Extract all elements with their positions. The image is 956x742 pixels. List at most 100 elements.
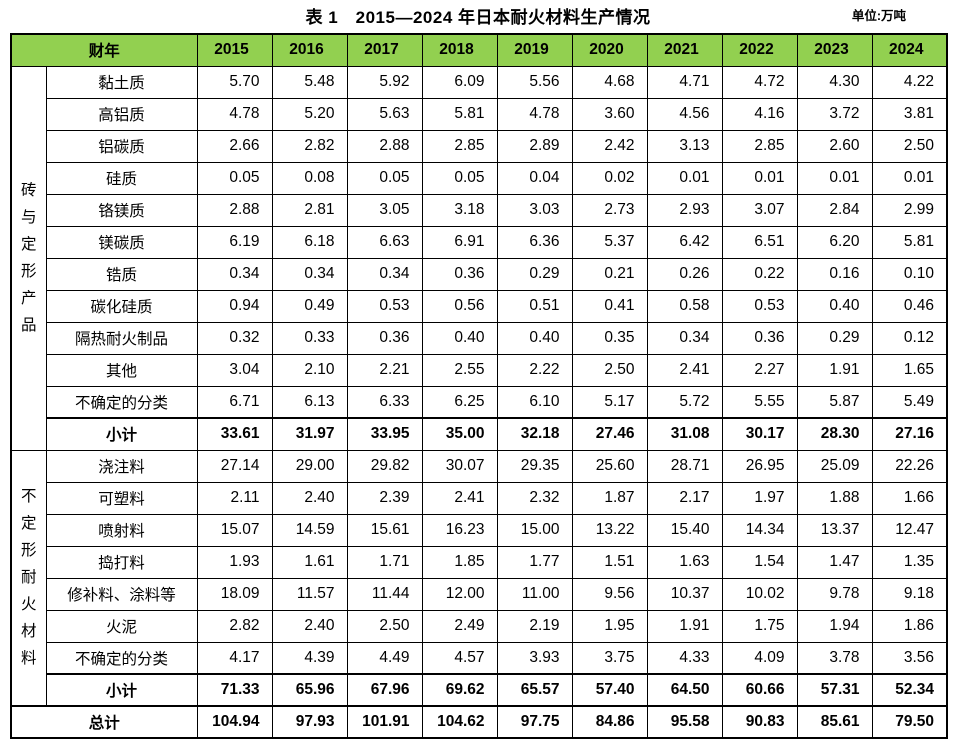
- subtotal-value-cell: 28.30: [796, 417, 873, 451]
- value-cell: 4.33: [646, 641, 723, 675]
- year-header-cell: 2018: [421, 33, 498, 67]
- value-cell: 6.51: [721, 225, 798, 259]
- row-label-cell: 高铝质: [45, 97, 198, 131]
- value-cell: 1.63: [646, 545, 723, 579]
- total-value-cell: 101.91: [346, 705, 423, 739]
- value-cell: 0.46: [871, 289, 948, 323]
- value-cell: 2.60: [796, 129, 873, 163]
- value-cell: 1.54: [721, 545, 798, 579]
- value-cell: 2.39: [346, 481, 423, 515]
- table-body: 砖与定形产品 黏土质 5.70 5.48 5.92 6.09 5.56 4.68 4.71 4.7…: [10, 65, 948, 739]
- value-cell: 5.63: [346, 97, 423, 131]
- total-value-cell: 85.61: [796, 705, 873, 739]
- value-cell: 4.57: [421, 641, 498, 675]
- value-cell: 13.37: [796, 513, 873, 547]
- value-cell: 4.71: [646, 65, 723, 99]
- total-value-cell: 90.83: [721, 705, 798, 739]
- row-label-cell: 浇注料: [45, 449, 198, 483]
- row-label-cell: 捣打料: [45, 545, 198, 579]
- table-row: 不确定的分类 6.71 6.13 6.33 6.25 6.10 5.17 5.72 5.55 5.…: [11, 385, 948, 419]
- value-cell: 2.17: [646, 481, 723, 515]
- total-value-cell: 95.58: [646, 705, 723, 739]
- value-cell: 0.12: [871, 321, 948, 355]
- year-header-cell: 2021: [646, 33, 723, 67]
- value-cell: 11.44: [346, 577, 423, 611]
- table-row: 不定形耐火材料 浇注料 27.14 29.00 29.82 30.07 29.35 25.60…: [10, 449, 948, 707]
- value-cell: 29.35: [496, 449, 573, 483]
- value-cell: 2.49: [421, 609, 498, 643]
- value-cell: 9.56: [571, 577, 648, 611]
- row-label-cell: 不确定的分类: [45, 641, 198, 675]
- value-cell: 6.71: [196, 385, 273, 419]
- value-cell: 0.36: [346, 321, 423, 355]
- value-cell: 0.40: [496, 321, 573, 355]
- value-cell: 6.10: [496, 385, 573, 419]
- value-cell: 3.56: [871, 641, 948, 675]
- row-label-cell: 黏土质: [45, 65, 198, 99]
- table-header: 财年 2015 2016 2017 2018 2019 2020 2021 2022 2023 20…: [10, 33, 948, 67]
- year-header-cell: 2016: [271, 33, 348, 67]
- value-cell: 2.66: [196, 129, 273, 163]
- value-cell: 0.01: [796, 161, 873, 195]
- value-cell: 2.50: [346, 609, 423, 643]
- value-cell: 4.39: [271, 641, 348, 675]
- value-cell: 2.84: [796, 193, 873, 227]
- value-cell: 3.93: [496, 641, 573, 675]
- value-cell: 6.63: [346, 225, 423, 259]
- value-cell: 2.22: [496, 353, 573, 387]
- value-cell: 6.91: [421, 225, 498, 259]
- subtotal-label-cell: 小计: [45, 673, 198, 707]
- year-header-cell: 2024: [871, 33, 948, 67]
- value-cell: 2.73: [571, 193, 648, 227]
- table-row: 可塑料 2.11 2.40 2.39 2.41 2.32 1.87 2.17 1.97 1.88 1…: [11, 481, 948, 515]
- value-cell: 4.22: [871, 65, 948, 99]
- value-cell: 1.61: [271, 545, 348, 579]
- corner-header-cell: 财年: [10, 33, 198, 67]
- value-cell: 2.41: [646, 353, 723, 387]
- value-cell: 2.41: [421, 481, 498, 515]
- subtotal-row: 小计 71.33 65.96 67.96 69.62 65.57 57.40 64.50 60.…: [11, 673, 948, 707]
- subtotal-value-cell: 31.08: [646, 417, 723, 451]
- value-cell: 27.14: [196, 449, 273, 483]
- value-cell: 0.40: [421, 321, 498, 355]
- value-cell: 4.68: [571, 65, 648, 99]
- value-cell: 3.07: [721, 193, 798, 227]
- table-row: 镁碳质 6.19 6.18 6.63 6.91 6.36 5.37 6.42 6.51 6.20 5…: [11, 225, 948, 259]
- value-cell: 2.55: [421, 353, 498, 387]
- total-value-cell: 84.86: [571, 705, 648, 739]
- year-header-cell: 2023: [796, 33, 873, 67]
- value-cell: 2.10: [271, 353, 348, 387]
- value-cell: 1.75: [721, 609, 798, 643]
- table-row: 其他 3.04 2.10 2.21 2.55 2.22 2.50 2.41 2.27 1.91 1.…: [11, 353, 948, 387]
- value-cell: 4.49: [346, 641, 423, 675]
- value-cell: 0.01: [721, 161, 798, 195]
- value-cell: 0.08: [271, 161, 348, 195]
- table-row: 火泥 2.82 2.40 2.50 2.49 2.19 1.95 1.91 1.75 1.94 1.…: [11, 609, 948, 643]
- value-cell: 2.88: [196, 193, 273, 227]
- value-cell: 1.85: [421, 545, 498, 579]
- value-cell: 4.09: [721, 641, 798, 675]
- subtotal-value-cell: 64.50: [646, 673, 723, 707]
- value-cell: 0.32: [196, 321, 273, 355]
- subtotal-value-cell: 71.33: [196, 673, 273, 707]
- value-cell: 2.40: [271, 481, 348, 515]
- value-cell: 2.19: [496, 609, 573, 643]
- value-cell: 12.00: [421, 577, 498, 611]
- value-cell: 2.88: [346, 129, 423, 163]
- value-cell: 28.71: [646, 449, 723, 483]
- row-label-cell: 隔热耐火制品: [45, 321, 198, 355]
- row-label-cell: 碳化硅质: [45, 289, 198, 323]
- value-cell: 0.21: [571, 257, 648, 291]
- value-cell: 1.88: [796, 481, 873, 515]
- value-cell: 11.00: [496, 577, 573, 611]
- row-label-cell: 硅质: [45, 161, 198, 195]
- value-cell: 5.37: [571, 225, 648, 259]
- value-cell: 2.82: [196, 609, 273, 643]
- value-cell: 0.58: [646, 289, 723, 323]
- group-label-cell: 不定形耐火材料: [10, 449, 47, 707]
- value-cell: 0.40: [796, 289, 873, 323]
- subtotal-value-cell: 65.96: [271, 673, 348, 707]
- value-cell: 2.27: [721, 353, 798, 387]
- table-row: 修补料、涂料等 18.09 11.57 11.44 12.00 11.00 9.56 10.3…: [11, 577, 948, 611]
- subtotal-value-cell: 27.46: [571, 417, 648, 451]
